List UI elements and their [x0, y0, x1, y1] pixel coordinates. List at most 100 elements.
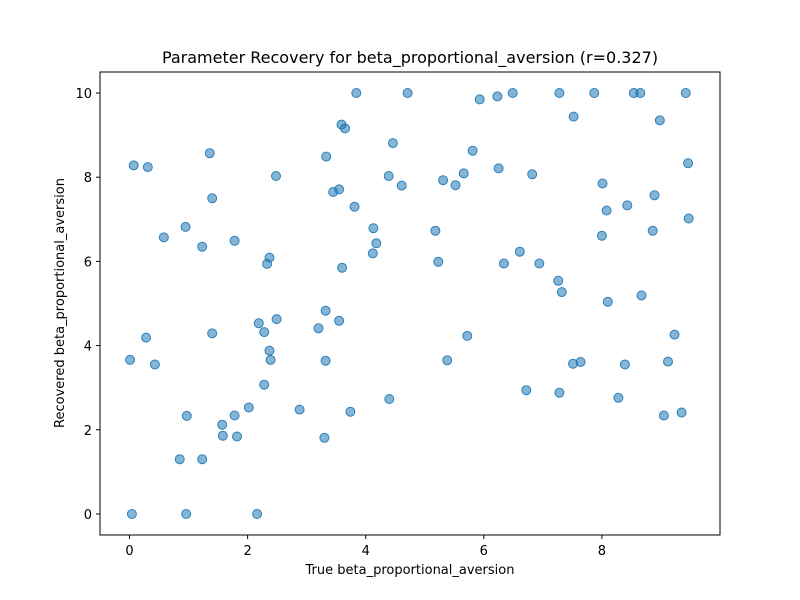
data-points — [125, 88, 694, 519]
plot-area: 0 2 4 6 8 0 2 4 6 8 10 — [75, 71, 721, 559]
data-point-34 — [320, 305, 331, 316]
data-point-31 — [259, 379, 270, 390]
data-point-27 — [259, 327, 270, 338]
data-point-93 — [663, 356, 673, 367]
data-point-71 — [534, 258, 545, 269]
data-point-67 — [498, 258, 509, 269]
data-point-35 — [320, 355, 331, 366]
data-point-43 — [334, 315, 345, 326]
data-point-13 — [207, 193, 218, 204]
data-point-78 — [575, 357, 586, 367]
data-point-90 — [647, 225, 658, 236]
data-point-62 — [462, 330, 473, 341]
axes-frame — [99, 71, 721, 536]
data-point-37 — [321, 151, 332, 162]
data-point-98 — [683, 158, 694, 169]
data-point-30 — [265, 354, 276, 365]
data-point-52 — [396, 180, 407, 191]
data-point-76 — [568, 111, 579, 122]
data-point-41 — [340, 123, 350, 134]
data-point-51 — [387, 138, 398, 149]
data-point-36 — [319, 432, 330, 443]
data-point-83 — [602, 296, 613, 307]
data-point-60 — [458, 168, 469, 179]
data-point-48 — [371, 238, 382, 249]
x-tick-label: 0 — [125, 544, 133, 559]
data-point-47 — [368, 223, 379, 234]
data-point-66 — [507, 88, 518, 98]
data-point-49 — [367, 248, 378, 259]
y-axis-ticks: 0 2 4 6 8 10 — [75, 87, 100, 523]
data-point-54 — [384, 394, 395, 404]
data-point-1 — [142, 162, 153, 173]
x-tick-label: 6 — [480, 544, 488, 559]
data-point-99 — [683, 213, 694, 224]
data-point-8 — [197, 241, 208, 252]
data-point-20 — [232, 431, 242, 442]
data-point-84 — [613, 392, 624, 403]
data-point-46 — [345, 406, 356, 417]
data-point-79 — [589, 88, 600, 98]
data-point-73 — [553, 275, 564, 286]
x-tick-label: 2 — [243, 544, 251, 559]
data-point-65 — [493, 163, 504, 174]
data-point-88 — [635, 88, 646, 98]
y-tick-label: 6 — [84, 255, 92, 270]
data-point-39 — [334, 184, 345, 195]
data-point-56 — [433, 256, 444, 267]
data-point-25 — [262, 258, 273, 269]
data-point-7 — [180, 221, 191, 232]
data-point-28 — [271, 314, 282, 325]
data-point-17 — [217, 430, 228, 441]
data-point-85 — [619, 359, 630, 370]
data-point-22 — [252, 509, 263, 519]
data-point-53 — [402, 88, 413, 98]
x-tick-label: 4 — [362, 544, 370, 559]
y-tick-label: 10 — [75, 87, 92, 102]
y-axis-label: Recovered beta_proportional_aversion — [53, 178, 68, 428]
y-tick-label: 2 — [84, 424, 92, 439]
data-point-32 — [294, 404, 305, 415]
x-tick-label: 8 — [598, 544, 606, 559]
data-point-58 — [442, 355, 453, 366]
data-point-21 — [243, 402, 254, 413]
data-point-68 — [514, 246, 525, 257]
data-point-61 — [467, 145, 478, 156]
data-point-16 — [217, 419, 228, 430]
data-point-2 — [125, 354, 136, 365]
data-point-64 — [492, 91, 503, 102]
data-point-70 — [527, 169, 538, 180]
data-point-23 — [271, 171, 281, 181]
data-point-3 — [141, 332, 152, 343]
data-point-89 — [636, 290, 647, 301]
data-point-74 — [556, 287, 567, 298]
data-point-50 — [383, 171, 394, 181]
data-point-45 — [349, 201, 360, 212]
data-point-42 — [337, 262, 348, 273]
data-point-10 — [174, 454, 185, 465]
data-point-57 — [438, 175, 449, 186]
data-point-75 — [554, 387, 565, 398]
data-point-14 — [207, 328, 218, 339]
y-tick-label: 0 — [84, 508, 92, 523]
data-point-95 — [669, 329, 680, 340]
data-point-44 — [351, 88, 362, 98]
data-point-4 — [149, 359, 160, 370]
data-point-81 — [601, 205, 612, 216]
data-point-86 — [622, 200, 633, 211]
y-tick-label: 8 — [84, 171, 92, 186]
data-point-5 — [126, 509, 137, 519]
data-point-91 — [649, 190, 660, 201]
data-point-15 — [197, 454, 208, 465]
data-point-33 — [313, 323, 324, 334]
data-point-59 — [450, 180, 461, 191]
data-point-6 — [158, 232, 169, 243]
data-point-29 — [264, 345, 275, 356]
data-point-9 — [181, 410, 192, 421]
data-point-80 — [597, 178, 608, 189]
data-point-94 — [658, 410, 669, 421]
data-point-92 — [654, 115, 665, 126]
data-point-11 — [181, 509, 192, 519]
